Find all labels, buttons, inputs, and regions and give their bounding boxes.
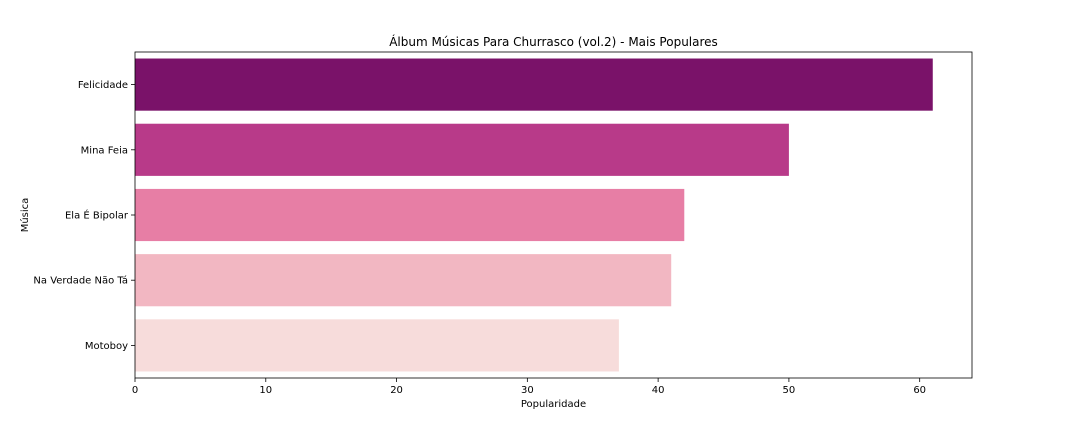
chart-title: Álbum Músicas Para Churrasco (vol.2) - M… xyxy=(389,34,718,49)
y-tick-label: Felicidade xyxy=(78,80,128,91)
x-tick-label: 40 xyxy=(652,385,665,396)
y-tick-label: Motoboy xyxy=(85,341,128,352)
x-tick-label: 10 xyxy=(259,385,272,396)
bar-3 xyxy=(135,188,685,242)
y-tick-label: Ela É Bipolar xyxy=(65,209,129,222)
x-tick-label: 60 xyxy=(913,385,926,396)
bar-2 xyxy=(135,123,789,176)
x-tick-label: 30 xyxy=(521,385,534,396)
y-axis-label: Música xyxy=(19,198,31,233)
y-tick-label: Mina Feia xyxy=(81,145,128,156)
x-tick-label: 0 xyxy=(132,385,138,396)
x-ticks: 0 10 20 30 40 50 60 xyxy=(132,378,926,396)
plot-frame xyxy=(134,51,973,379)
bar-1 xyxy=(135,58,933,111)
x-axis-label: Popularidade xyxy=(521,399,586,410)
bars-layer xyxy=(135,58,933,372)
y-tick-label: Na Verdade Não Tá xyxy=(33,275,128,287)
x-tick-label: 50 xyxy=(783,385,796,396)
x-tick-label: 20 xyxy=(390,385,403,396)
bar-5 xyxy=(135,319,619,372)
y-ticks: Felicidade Mina Feia Ela É Bipolar Na Verda… xyxy=(33,80,135,352)
bar-4 xyxy=(135,254,672,307)
